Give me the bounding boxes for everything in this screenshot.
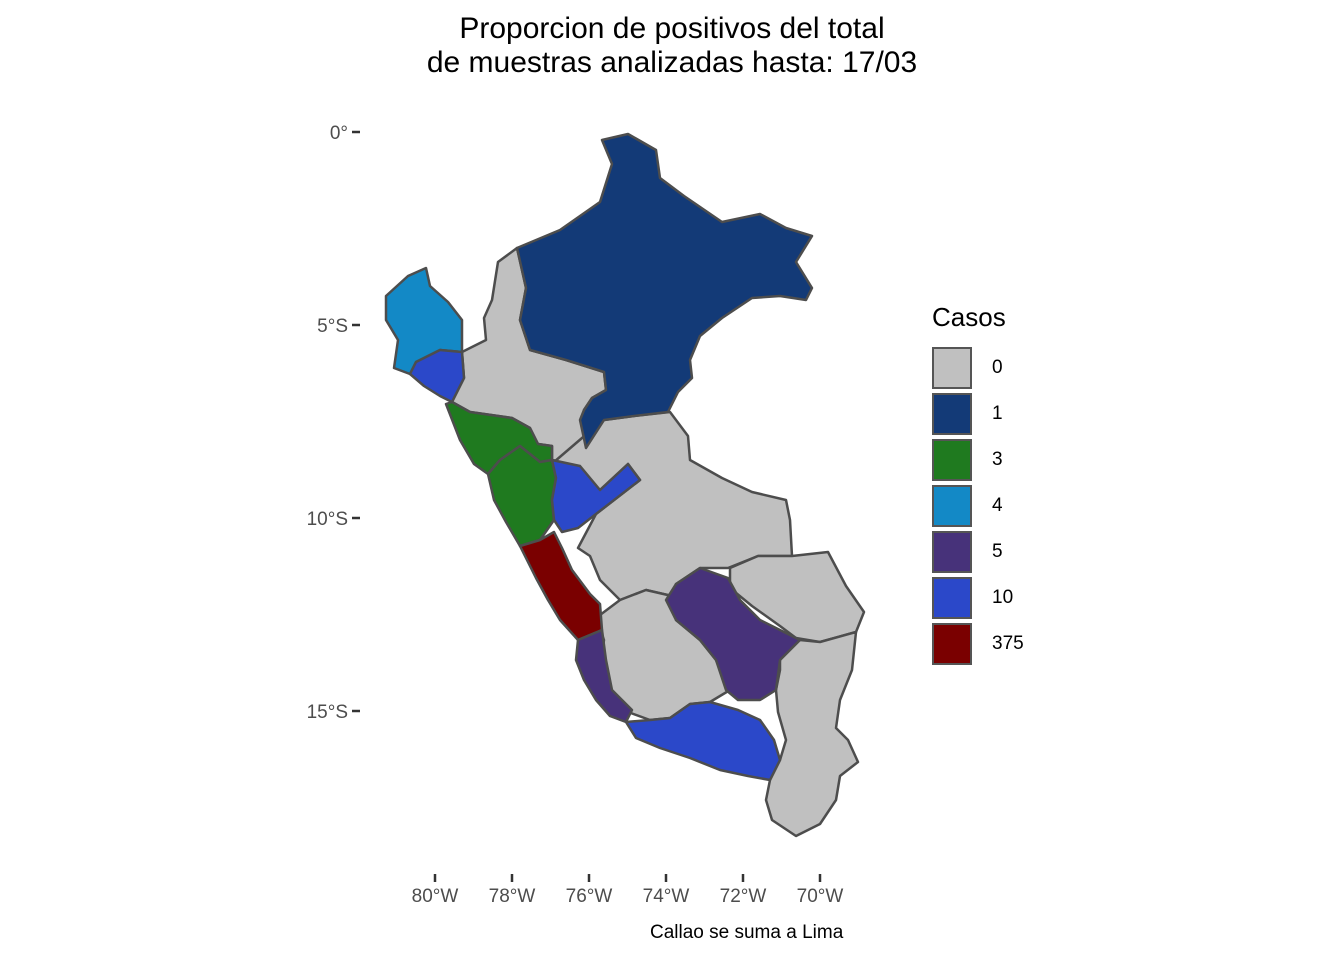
legend-item: 375: [932, 621, 1024, 667]
legend-label: 0: [992, 357, 1003, 378]
y-axis: 0° 5°S 10°S 15°S: [307, 123, 360, 723]
region-cusco: [664, 566, 802, 702]
legend-label: 4: [992, 495, 1003, 516]
legend-title: Casos: [932, 302, 1006, 332]
x-tick-label: 76°W: [566, 886, 613, 907]
legend-swatch: [932, 531, 972, 573]
legend-item: 10: [932, 575, 1024, 621]
x-tick-label: 80°W: [412, 886, 459, 907]
region-puno-moquegua-tacna: [764, 630, 860, 838]
legend-item: 3: [932, 437, 1024, 483]
y-tick-label: 15°S: [307, 702, 348, 723]
region-arequipa: [624, 700, 782, 782]
region-lambayeque: [408, 348, 466, 404]
legend-label: 1: [992, 403, 1003, 424]
region-lima: [518, 530, 604, 642]
region-loreto: [515, 132, 814, 450]
region-huanuco: [550, 458, 642, 534]
y-tick-label: 10°S: [307, 509, 348, 530]
legend-swatch: [932, 577, 972, 619]
map-title-line2: de muestras analizadas hasta: 17/03: [426, 46, 918, 79]
peru-regions: [384, 132, 866, 838]
legend-label: 375: [992, 633, 1024, 654]
map-title-line1: Proporcion de positivos del total: [459, 12, 885, 45]
x-axis: 80°W 78°W 76°W 74°W 72°W 70°W: [412, 874, 844, 907]
legend-swatch: [932, 485, 972, 527]
legend-items: 0 1 3 4 5 10 375: [932, 345, 1024, 667]
legend-item: 0: [932, 345, 1024, 391]
x-tick-label: 78°W: [489, 886, 536, 907]
legend-label: 5: [992, 541, 1003, 562]
legend-swatch: [932, 347, 972, 389]
legend: Casos 0 1 3 4 5 10 375: [932, 302, 1024, 667]
x-tick-label: 70°W: [797, 886, 844, 907]
legend-label: 10: [992, 587, 1014, 608]
legend-label: 3: [992, 449, 1003, 470]
y-tick-label: 5°S: [317, 316, 348, 337]
legend-item: 5: [932, 529, 1024, 575]
legend-item: 4: [932, 483, 1024, 529]
map-caption: Callao se suma a Lima: [650, 922, 844, 943]
region-ancash: [486, 444, 558, 548]
legend-swatch: [932, 439, 972, 481]
legend-swatch: [932, 393, 972, 435]
x-tick-label: 74°W: [643, 886, 690, 907]
y-tick-label: 0°: [330, 123, 348, 144]
legend-swatch: [932, 623, 972, 665]
legend-item: 1: [932, 391, 1024, 437]
x-tick-label: 72°W: [720, 886, 767, 907]
